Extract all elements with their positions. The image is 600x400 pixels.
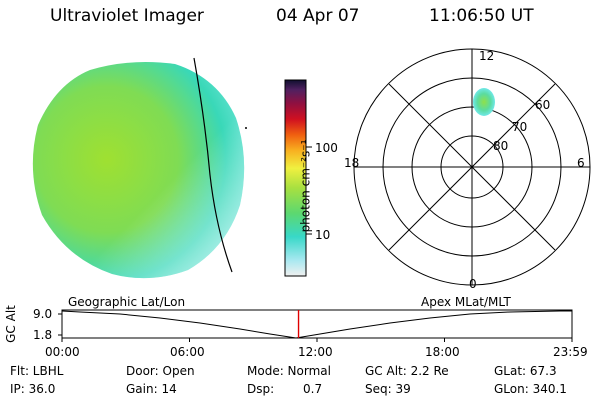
- timeline-ytick-bottom: 1.8: [33, 328, 53, 342]
- date-label: 04 Apr 07: [276, 6, 360, 26]
- earth-image: [32, 57, 247, 279]
- timeline-xtick-4: 23:59: [553, 345, 588, 359]
- timeline-xtick-1: 06:00: [170, 345, 205, 359]
- lat-label-70: 70: [512, 120, 528, 134]
- dsp-readout-label: Dsp:: [247, 382, 275, 396]
- filter-readout: Flt: LBHL: [10, 364, 64, 378]
- gain-readout: Gain: 14: [126, 382, 177, 396]
- colorbar-tick-10: 10: [315, 228, 331, 242]
- seq-readout: Seq: 39: [365, 382, 411, 396]
- timeline-xtick-2: 12:00: [298, 345, 333, 359]
- mlt-label-0: 0: [469, 277, 477, 291]
- aurora-spot: [473, 88, 495, 116]
- time-label: 11:06:50 UT: [429, 6, 534, 26]
- timeline-right-label: Apex MLat/MLT: [421, 295, 511, 309]
- gc-alt-readout: GC Alt: 2.2 Re: [365, 364, 449, 378]
- mlt-label-6: 6: [577, 156, 585, 170]
- glon-readout: GLon: 340.1: [494, 382, 567, 396]
- glat-readout: GLat: 67.3: [494, 364, 557, 378]
- dsp-readout-value: 0.7: [303, 382, 323, 396]
- colorbar-tick-100: 100: [315, 141, 338, 155]
- mode-readout: Mode: Normal: [247, 364, 331, 378]
- ip-readout: IP: 36.0: [10, 382, 56, 396]
- timeline-plot: [58, 309, 573, 342]
- color-scale: [284, 79, 312, 277]
- lat-label-80: 80: [493, 139, 509, 153]
- timeline-yaxis-label: GC Alt: [3, 305, 18, 343]
- mlt-label-12: 12: [479, 49, 495, 63]
- timeline-xtick-3: 18:00: [425, 345, 460, 359]
- timeline-left-label: Geographic Lat/Lon: [68, 295, 186, 309]
- terminator-line: [193, 57, 233, 273]
- colorbar-unit-label: photon cm⁻²s⁻¹: [298, 139, 313, 233]
- timeline-ytick-top: 9.0: [33, 307, 53, 321]
- door-readout: Door: Open: [126, 364, 195, 378]
- polar-dial: [353, 48, 591, 286]
- mlt-label-18: 18: [344, 156, 360, 170]
- timeline-xtick-0: 00:00: [45, 345, 80, 359]
- instrument-title: Ultraviolet Imager: [50, 6, 204, 26]
- lat-label-60: 60: [535, 98, 551, 112]
